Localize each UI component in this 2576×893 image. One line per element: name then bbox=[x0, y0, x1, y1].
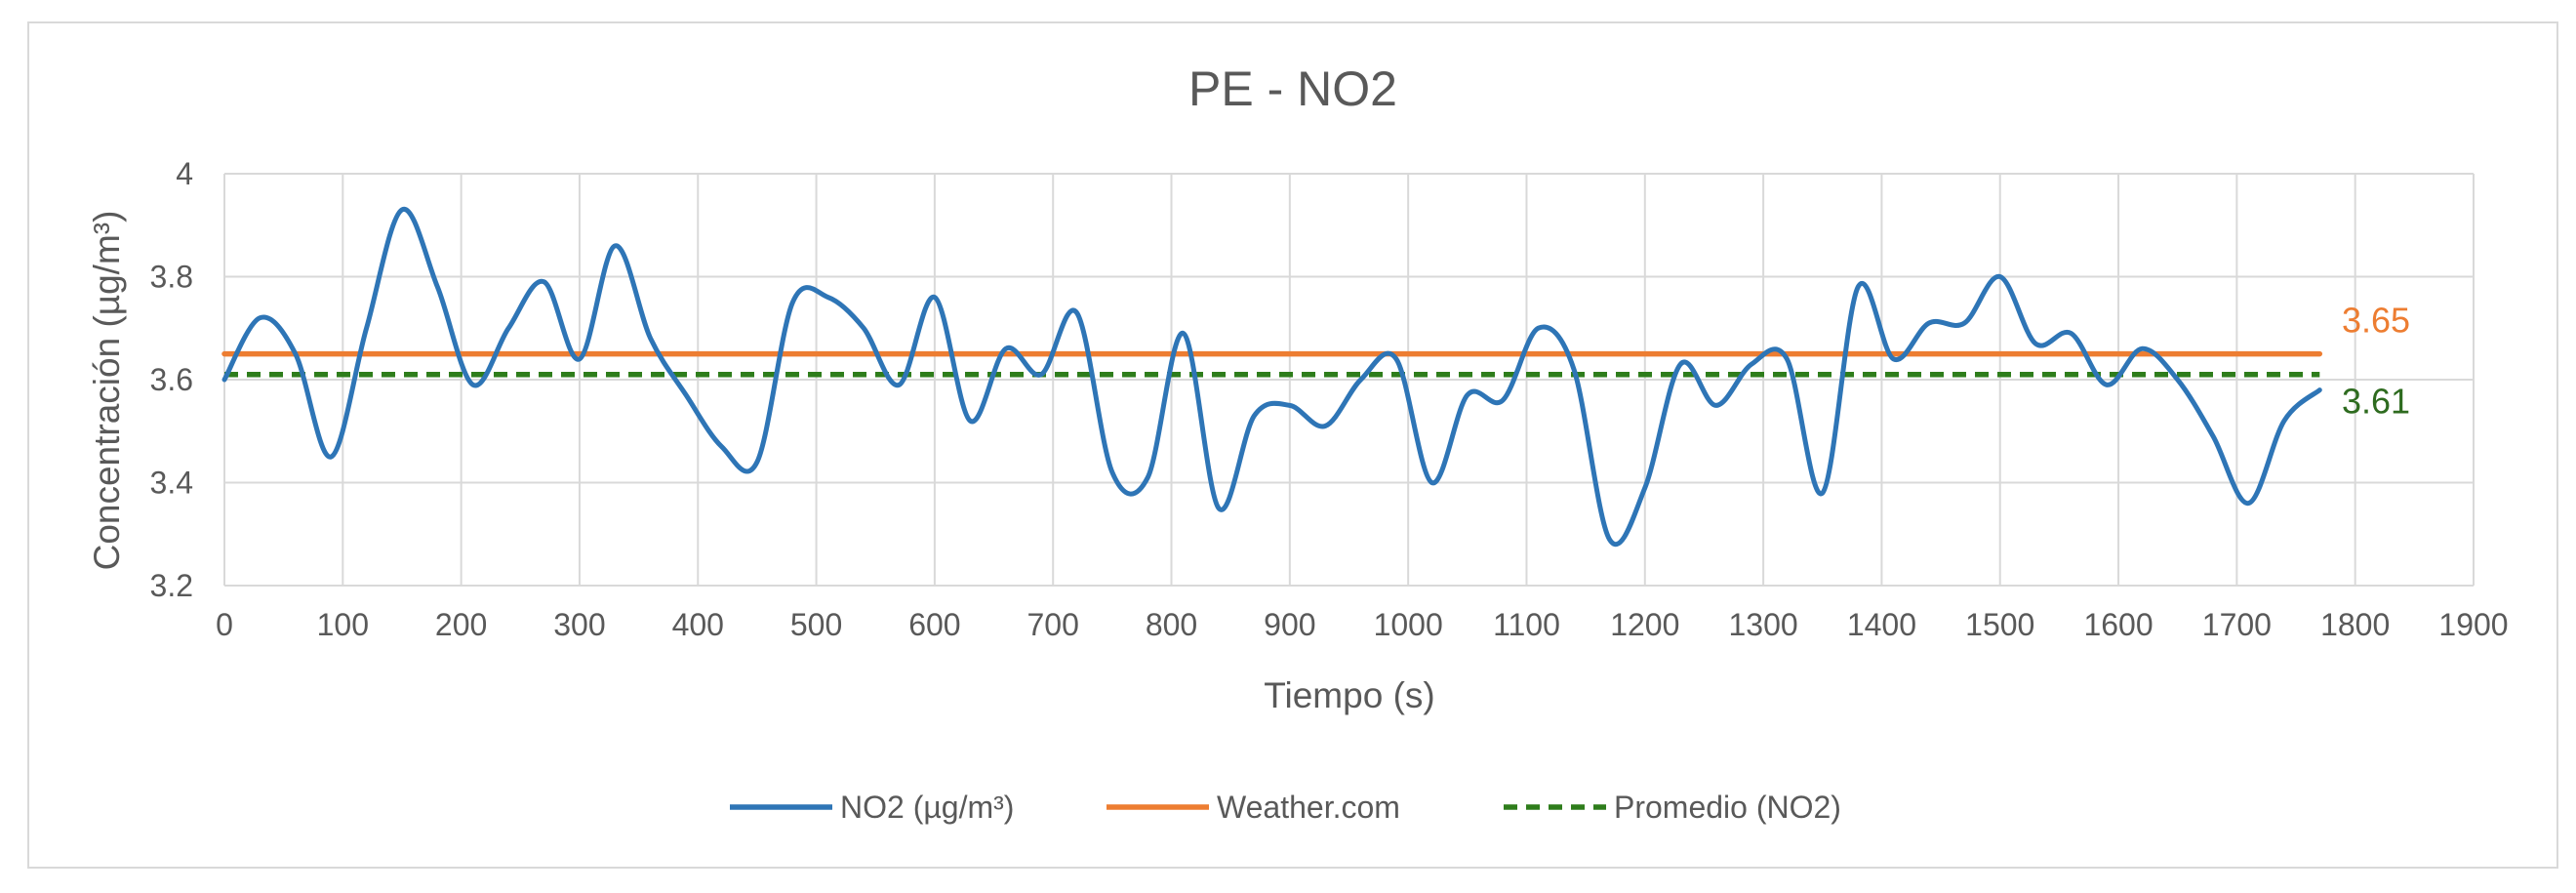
chart-title: PE - NO2 bbox=[1188, 61, 1397, 116]
x-tick-label: 1400 bbox=[1847, 607, 1916, 642]
y-tick-label: 3.4 bbox=[150, 466, 193, 501]
x-tick-label: 900 bbox=[1264, 607, 1315, 642]
annotations: 3.65 3.61 bbox=[2342, 301, 2410, 422]
x-tick-label: 1800 bbox=[2320, 607, 2390, 642]
y-tick-label: 3.2 bbox=[150, 568, 193, 603]
series-layer bbox=[221, 206, 2323, 548]
x-tick-label: 100 bbox=[317, 607, 369, 642]
y-tick-label: 3.8 bbox=[150, 260, 193, 295]
chart-frame bbox=[27, 21, 2558, 869]
x-tick-label: 1900 bbox=[2438, 607, 2508, 642]
x-tick-label: 300 bbox=[553, 607, 605, 642]
x-tick-labels: 0 100 200 300 400 500 600 700 800 900 1000 1100 1200… bbox=[216, 607, 2508, 642]
x-tick-label: 1500 bbox=[1965, 607, 2034, 642]
x-tick-label: 600 bbox=[908, 607, 960, 642]
annotation-label: 3.61 bbox=[2342, 382, 2410, 422]
grid bbox=[223, 173, 2475, 587]
y-tick-label: 3.6 bbox=[150, 362, 193, 397]
x-tick-label: 1300 bbox=[1729, 607, 1798, 642]
series-line-no2 bbox=[221, 206, 2322, 548]
annotation-label: 3.65 bbox=[2342, 301, 2410, 341]
y-tick-labels: 3.2 3.4 3.6 3.8 4 bbox=[150, 156, 193, 603]
x-tick-label: 1000 bbox=[1374, 607, 1443, 642]
x-tick-label: 700 bbox=[1027, 607, 1079, 642]
x-tick-label: 200 bbox=[435, 607, 487, 642]
legend-label: Weather.com bbox=[1217, 790, 1400, 825]
x-tick-label: 400 bbox=[672, 607, 724, 642]
legend-label: Promedio (NO2) bbox=[1614, 790, 1841, 825]
y-axis-title: Concentración (µg/m³) bbox=[87, 211, 127, 571]
x-tick-label: 1600 bbox=[2083, 607, 2153, 642]
x-tick-label: 500 bbox=[790, 607, 842, 642]
legend: NO2 (µg/m³) Weather.com Promedio (NO2) bbox=[730, 790, 1841, 825]
x-tick-label: 1100 bbox=[1493, 607, 1560, 642]
x-axis-title: Tiempo (s) bbox=[1264, 675, 1434, 715]
x-tick-label: 0 bbox=[216, 607, 233, 642]
y-tick-label: 4 bbox=[176, 156, 193, 191]
x-tick-label: 1200 bbox=[1610, 607, 1679, 642]
legend-label: NO2 (µg/m³) bbox=[840, 790, 1014, 825]
x-tick-label: 1700 bbox=[2202, 607, 2272, 642]
x-tick-label: 800 bbox=[1146, 607, 1197, 642]
